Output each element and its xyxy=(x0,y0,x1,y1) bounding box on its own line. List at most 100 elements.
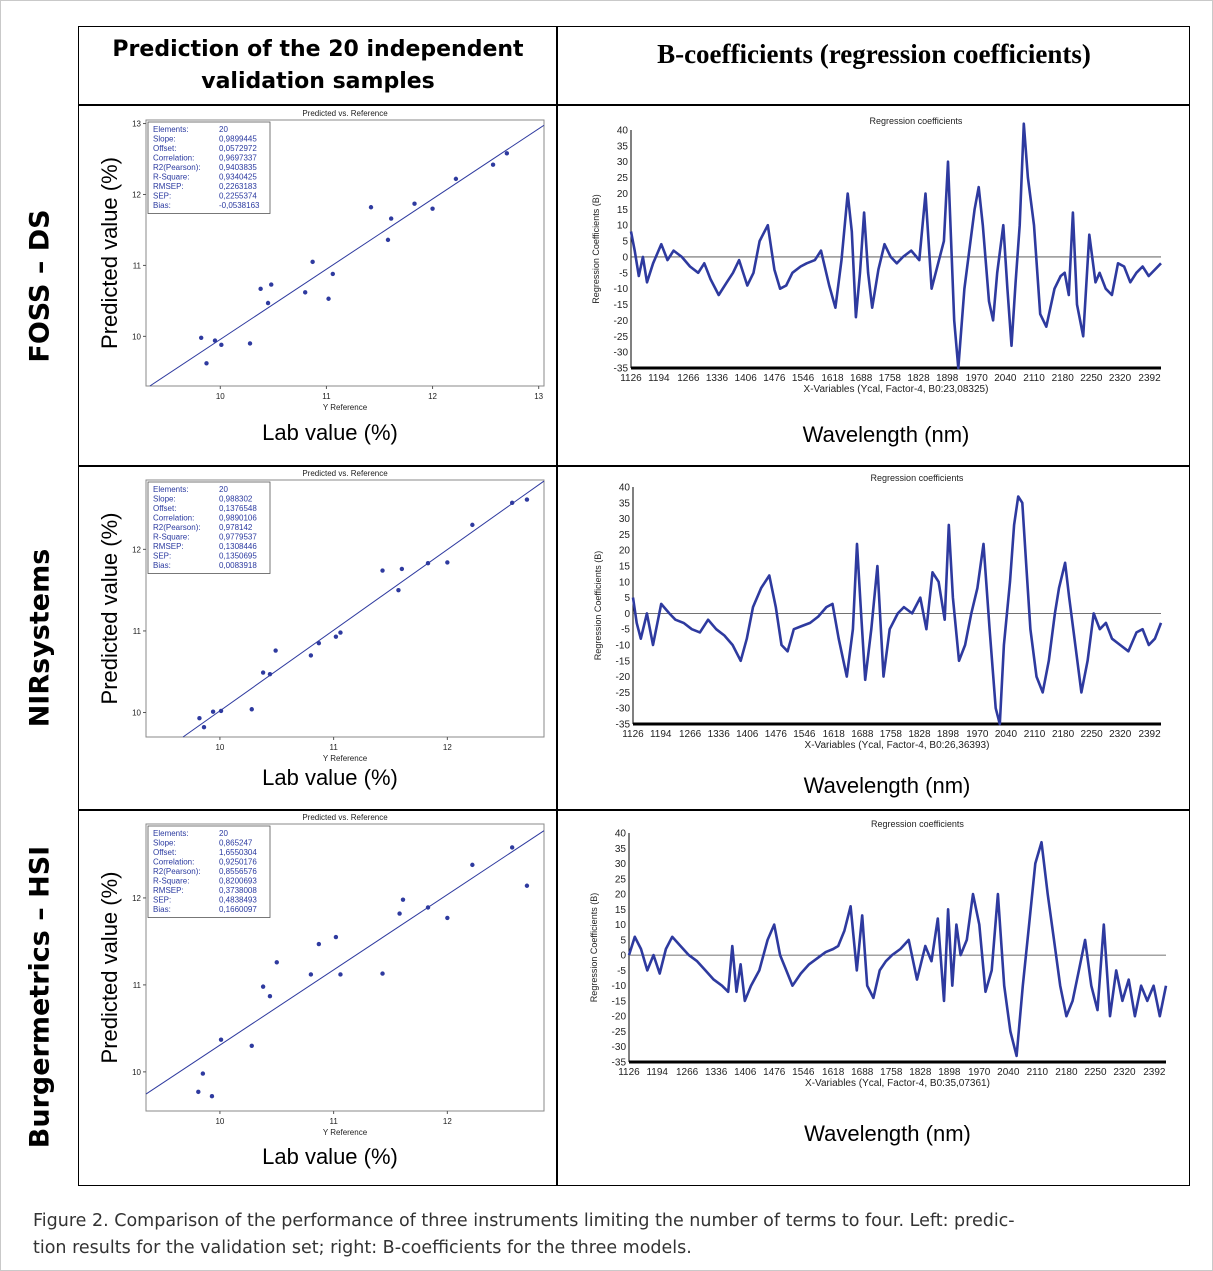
x-tick-label: 2392 xyxy=(1138,373,1161,384)
x-tick-label: 1266 xyxy=(676,1067,699,1078)
data-point xyxy=(338,972,343,977)
x-axis-title: Y Reference xyxy=(323,403,368,412)
figure-table xyxy=(78,26,1190,1186)
stats-value: 1,6550304 xyxy=(219,848,257,857)
y-tick-label: 35 xyxy=(617,141,629,152)
stats-value: 0,2263183 xyxy=(219,182,257,191)
stats-value: 0,8556576 xyxy=(219,867,257,876)
data-point xyxy=(265,300,271,306)
x-tick-label: 11 xyxy=(329,743,338,752)
stats-label: Elements: xyxy=(153,829,189,838)
y-tick-label: -30 xyxy=(612,1042,627,1053)
x-tick-label: 2180 xyxy=(1052,373,1075,384)
x-tick-label: 12 xyxy=(428,392,437,401)
x-tick-label: 1406 xyxy=(735,373,758,384)
y-tick-label: -20 xyxy=(614,316,629,327)
data-point xyxy=(326,296,331,301)
x-tick-label: 2392 xyxy=(1138,729,1161,740)
x-tick-label: 1688 xyxy=(851,1067,874,1078)
x-tick-label: 2320 xyxy=(1109,729,1132,740)
data-point xyxy=(249,1043,254,1048)
x-tick-label: 1970 xyxy=(968,1067,991,1078)
data-point xyxy=(504,151,510,156)
x-tick-label: 1898 xyxy=(938,1067,961,1078)
x-tick-label: 1546 xyxy=(792,1067,815,1078)
stats-value: 0,9890106 xyxy=(219,514,257,523)
x-tick-label: 10 xyxy=(216,392,225,401)
stats-label: Offset: xyxy=(153,144,176,153)
scatter-panel-nirsystems: Predicted vs. Reference 10 11 12 10 11 12 Y Ref… xyxy=(97,469,545,790)
x-tick-label: 1688 xyxy=(851,729,874,740)
stats-label: Correlation: xyxy=(153,514,194,523)
data-point xyxy=(212,338,218,343)
x-tick-label: 2110 xyxy=(1023,373,1045,384)
scatter-title: Predicted vs. Reference xyxy=(302,469,388,478)
x-tick-label: 2320 xyxy=(1113,1067,1136,1078)
y-tick-label: 0 xyxy=(624,609,630,620)
data-point xyxy=(368,205,374,210)
y-tick-label: 10 xyxy=(615,920,627,931)
y-tick-label: -30 xyxy=(616,704,631,715)
x-tick-label: 1618 xyxy=(822,1067,845,1078)
data-point xyxy=(260,670,266,675)
stats-value: -0,0538163 xyxy=(219,201,260,210)
x-tick-label: 2392 xyxy=(1143,1067,1166,1078)
y-tick-label: -25 xyxy=(616,688,631,699)
y-tick-label: -20 xyxy=(616,672,631,683)
y-tick-label: 25 xyxy=(617,173,629,184)
stats-label: Elements: xyxy=(153,485,189,494)
stats-value: 0,9899445 xyxy=(219,135,257,144)
left-header-line1: Prediction of the 20 independent xyxy=(112,37,524,62)
data-point xyxy=(200,1071,206,1076)
data-point xyxy=(425,905,431,910)
data-point xyxy=(412,201,417,206)
y-tick-label: -10 xyxy=(614,284,629,295)
stats-value: 0,8200693 xyxy=(219,877,257,886)
y-tick-label: -15 xyxy=(612,996,627,1007)
data-point xyxy=(218,1037,224,1042)
header-divider xyxy=(78,104,1190,106)
y-tick-label: 30 xyxy=(615,859,627,870)
data-point xyxy=(425,561,431,566)
coefficients-title: Regression coefficients xyxy=(870,116,963,126)
data-point xyxy=(509,500,515,506)
data-point xyxy=(273,648,278,653)
data-point xyxy=(445,560,450,565)
x-tick-label: 1758 xyxy=(879,373,902,384)
data-point xyxy=(490,162,496,167)
x-axis-title: X-Variables (Ycal, Factor-4, B0:26,36393… xyxy=(805,740,990,751)
stats-value: 0,9403835 xyxy=(219,163,257,172)
data-point xyxy=(267,994,273,999)
regression-fit-line xyxy=(145,830,545,1095)
right-column-header: B-coefficients (regression coefficients) xyxy=(657,39,1091,69)
stats-value: 0,3738008 xyxy=(219,886,257,895)
data-point xyxy=(400,897,406,902)
x-tick-label: 10 xyxy=(215,743,224,752)
row-label-burgermetrics-hsi: Burgermetrics – HSI xyxy=(24,845,56,1149)
plot-area xyxy=(145,479,545,738)
stats-value: 0,4838493 xyxy=(219,896,257,905)
data-point xyxy=(524,883,530,888)
scatter-title: Predicted vs. Reference xyxy=(302,813,388,822)
x-tick-label: 1476 xyxy=(763,1067,786,1078)
data-point xyxy=(267,671,273,677)
left-header-line2: validation samples xyxy=(201,69,435,94)
data-point xyxy=(453,176,459,182)
x-tick-label: 1126 xyxy=(622,729,644,740)
stats-value: 0,1350695 xyxy=(219,552,257,561)
data-point xyxy=(204,361,209,366)
y-tick-label: -35 xyxy=(612,1058,627,1069)
x-axis-title: Y Reference xyxy=(323,754,368,763)
stats-label: R2(Pearson): xyxy=(153,867,201,876)
x-tick-label: 1970 xyxy=(966,373,989,384)
x-tick-label: 1546 xyxy=(793,729,816,740)
x-tick-label: 1618 xyxy=(821,373,844,384)
y-tick-label: 15 xyxy=(615,905,627,916)
x-tick-label: 1126 xyxy=(618,1067,640,1078)
data-point xyxy=(338,630,343,635)
stats-label: R-Square: xyxy=(153,877,189,886)
y-tick-label: 5 xyxy=(624,593,630,604)
scatter-panel-burgermetrics: Predicted vs. Reference 10 11 12 10 11 12 Y Ref… xyxy=(97,813,545,1169)
x-tick-label: 2320 xyxy=(1109,373,1132,384)
column-divider xyxy=(556,26,558,1186)
